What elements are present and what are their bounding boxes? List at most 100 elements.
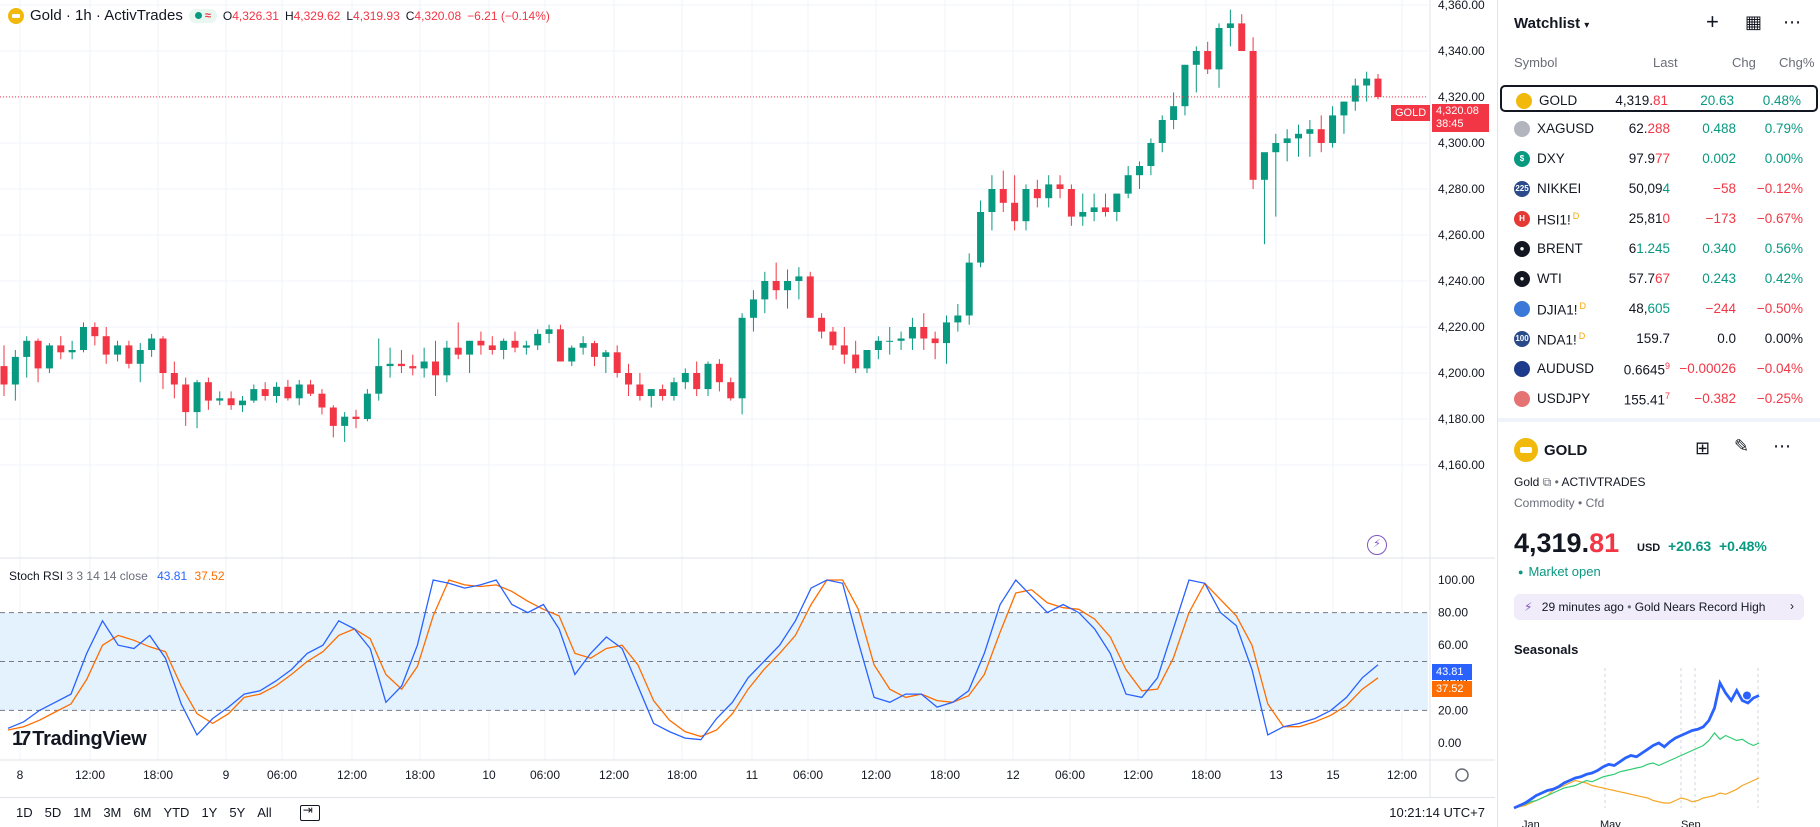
stoch-d-line bbox=[7, 579, 1379, 738]
edit-icon[interactable]: ✎ bbox=[1734, 436, 1750, 456]
range-1d[interactable]: 1D bbox=[16, 805, 33, 820]
range-5d[interactable]: 5D bbox=[44, 805, 62, 820]
watchlist-row[interactable]: USDJPY 155.417 −0.382 −0.25% bbox=[1500, 385, 1818, 412]
watchlist-last: 50,094 bbox=[1628, 181, 1670, 196]
candle-body bbox=[454, 347, 462, 355]
range-5y[interactable]: 5Y bbox=[229, 805, 246, 820]
candle-body bbox=[1374, 78, 1382, 97]
candle-body bbox=[443, 347, 451, 376]
price-tick-label: 4,240.00 bbox=[1438, 274, 1485, 288]
watchlist-row[interactable]: DJIA1! D 48,605 −244 −0.50% bbox=[1500, 295, 1818, 322]
price-chart[interactable]: 4,360.00 4,340.00 4,320.00 4,300.00 4,280.00… bbox=[0, 0, 1495, 797]
seasonals-chart[interactable]: Jan May Sep bbox=[1498, 668, 1820, 827]
candle-body bbox=[1238, 23, 1246, 51]
candle-body bbox=[1181, 64, 1189, 107]
candle-body bbox=[556, 329, 564, 362]
time-tick-label: 18:00 bbox=[667, 768, 697, 782]
candle-body bbox=[693, 373, 701, 390]
candle-body bbox=[636, 384, 644, 396]
market-status-pill[interactable]: ≈ bbox=[188, 8, 217, 23]
go-to-date-icon[interactable] bbox=[299, 803, 320, 821]
candle-body bbox=[1056, 184, 1064, 189]
watchlist-row[interactable]: AUDUSD 0.66459 −0.00026 −0.04% bbox=[1500, 355, 1818, 382]
watchlist-row[interactable]: $ DXY 97.977 0.002 0.00% bbox=[1500, 145, 1818, 172]
symbol-icon: ● bbox=[1514, 271, 1530, 287]
delayed-badge: D bbox=[1572, 211, 1580, 221]
watchlist-change-pct: −0.50% bbox=[1756, 301, 1803, 316]
candle-body bbox=[727, 382, 735, 399]
col-last[interactable]: Last bbox=[1653, 55, 1678, 70]
col-chg[interactable]: Chg bbox=[1732, 55, 1756, 70]
watchlist-change-pct: 0.56% bbox=[1764, 241, 1803, 256]
watchlist-title[interactable]: Watchlist ▾ bbox=[1514, 15, 1590, 32]
news-time: 29 minutes ago bbox=[1541, 600, 1624, 614]
candle-body bbox=[715, 363, 723, 383]
indicator-legend[interactable]: Stoch RSI 3 3 14 14 close 43.81 37.52 bbox=[9, 569, 225, 583]
candle-body bbox=[534, 333, 542, 346]
chevron-right-icon: › bbox=[1790, 599, 1794, 613]
range-6m[interactable]: 6M bbox=[133, 805, 152, 820]
candle-body bbox=[784, 281, 792, 291]
candle-body bbox=[659, 389, 667, 396]
grid-view-icon[interactable]: ⊞ bbox=[1695, 438, 1711, 458]
price-tick-label: 4,360.00 bbox=[1438, 0, 1485, 12]
col-chg-pct[interactable]: Chg% bbox=[1779, 55, 1815, 70]
candle-body bbox=[170, 373, 178, 385]
range-1y[interactable]: 1Y bbox=[201, 805, 218, 820]
watchlist-symbol: DXY bbox=[1537, 151, 1565, 166]
symbol-detail: GOLD ⊞ ✎ ⋯ Gold ⧉ • ACTIVTRADES Commodit… bbox=[1498, 418, 1820, 827]
watchlist-last: 97.977 bbox=[1628, 151, 1670, 166]
detail-name[interactable]: Gold bbox=[1514, 475, 1540, 489]
watchlist-change-pct: −0.04% bbox=[1756, 361, 1803, 376]
seasonal-line-current bbox=[1513, 679, 1760, 810]
watchlist-row[interactable]: ● BRENT 61.245 0.340 0.56% bbox=[1500, 235, 1818, 262]
candle-body bbox=[1363, 78, 1371, 86]
seasonals-title[interactable]: Seasonals bbox=[1514, 642, 1579, 657]
external-link-icon[interactable]: ⧉ bbox=[1542, 475, 1552, 489]
candle-body bbox=[625, 373, 633, 385]
delayed-badge: D bbox=[1578, 331, 1586, 341]
detail-change: +20.63 +0.48% bbox=[1668, 538, 1767, 554]
range-ytd[interactable]: YTD bbox=[163, 805, 190, 820]
candle-body bbox=[114, 345, 122, 355]
right-panel: Watchlist ▾ + ▦ ⋯ Symbol Last Chg Chg% G… bbox=[1497, 0, 1820, 827]
price-tick-label: 4,340.00 bbox=[1438, 44, 1485, 58]
delayed-badge: D bbox=[1579, 301, 1587, 311]
range-3m[interactable]: 3M bbox=[103, 805, 122, 820]
candle-body bbox=[432, 361, 440, 376]
time-tick-label: 12:00 bbox=[75, 768, 105, 782]
events-lightning-icon[interactable]: ⚡ bbox=[1367, 535, 1387, 555]
candle-body bbox=[1260, 152, 1268, 180]
more-options-icon[interactable]: ⋯ bbox=[1773, 436, 1791, 456]
watchlist-row[interactable]: 225 NIKKEI 50,094 −58 −0.12% bbox=[1500, 175, 1818, 202]
candle-body bbox=[238, 400, 246, 406]
candle-body bbox=[1045, 184, 1053, 199]
watchlist-row[interactable]: 100 NDA1! D 159.7 0.0 0.00% bbox=[1500, 325, 1818, 352]
candle-body bbox=[886, 340, 894, 342]
col-symbol[interactable]: Symbol bbox=[1514, 55, 1558, 70]
time-tick-label: 18:00 bbox=[405, 768, 435, 782]
watchlist-row[interactable]: GOLD 4,319.81 20.63 0.48% bbox=[1500, 85, 1818, 112]
watchlist-row[interactable]: ● WTI 57.767 0.243 0.42% bbox=[1500, 265, 1818, 292]
clock[interactable]: 10:21:14 UTC+7 bbox=[1389, 805, 1485, 820]
add-symbol-icon[interactable]: + bbox=[1706, 9, 1719, 34]
candle-body bbox=[1067, 189, 1075, 217]
watchlist-row[interactable]: XAGUSD 62.288 0.488 0.79% bbox=[1500, 115, 1818, 142]
market-status: Market open bbox=[1518, 564, 1600, 579]
range-all[interactable]: All bbox=[257, 805, 272, 820]
indicator-d-value: 37.52 bbox=[194, 569, 225, 583]
watchlist-change: 0.002 bbox=[1702, 151, 1736, 166]
symbol-title[interactable]: Gold · 1h · ActivTrades bbox=[30, 7, 183, 24]
candle-body bbox=[216, 398, 224, 401]
more-options-icon[interactable]: ⋯ bbox=[1783, 12, 1801, 32]
current-symbol-tag: GOLD bbox=[1391, 105, 1431, 121]
indicator-params: 3 3 14 14 close bbox=[66, 569, 148, 583]
watchlist-row[interactable]: H HSI1! D 25,810 −173 −0.67% bbox=[1500, 205, 1818, 232]
news-banner[interactable]: ⚡ 29 minutes ago • Gold Nears Record Hig… bbox=[1514, 594, 1804, 620]
range-1m[interactable]: 1M bbox=[73, 805, 92, 820]
table-view-icon[interactable]: ▦ bbox=[1745, 12, 1763, 32]
candle-body bbox=[863, 350, 871, 369]
settings-gear-icon[interactable] bbox=[1455, 768, 1469, 782]
detail-title[interactable]: GOLD bbox=[1544, 442, 1588, 459]
time-tick-label: 12:00 bbox=[1387, 768, 1417, 782]
